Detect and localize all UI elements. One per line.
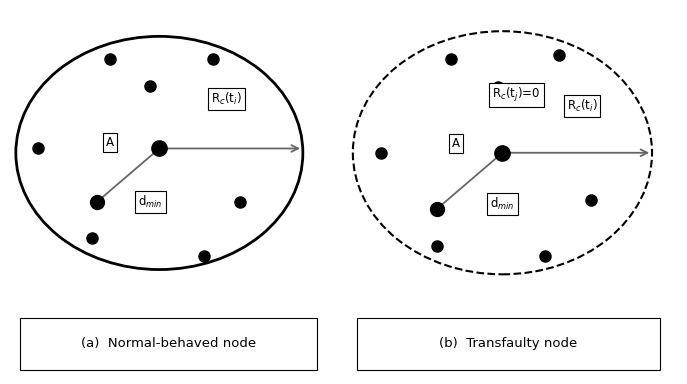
Text: R$_c$(t$_i$): R$_c$(t$_i$)	[567, 98, 597, 114]
Text: R$_c$(t$_i$): R$_c$(t$_i$)	[212, 91, 242, 107]
Text: d$_{min}$: d$_{min}$	[138, 194, 163, 210]
Text: A: A	[452, 137, 460, 150]
FancyBboxPatch shape	[357, 318, 660, 370]
FancyBboxPatch shape	[20, 318, 317, 370]
Text: d$_{min}$: d$_{min}$	[491, 196, 515, 212]
Text: (b)  Transfaulty node: (b) Transfaulty node	[439, 337, 578, 350]
Text: A: A	[106, 136, 114, 149]
Text: R$_c$(t$_j$)=0: R$_c$(t$_j$)=0	[493, 86, 541, 104]
Text: (a)  Normal-behaved node: (a) Normal-behaved node	[81, 337, 256, 350]
